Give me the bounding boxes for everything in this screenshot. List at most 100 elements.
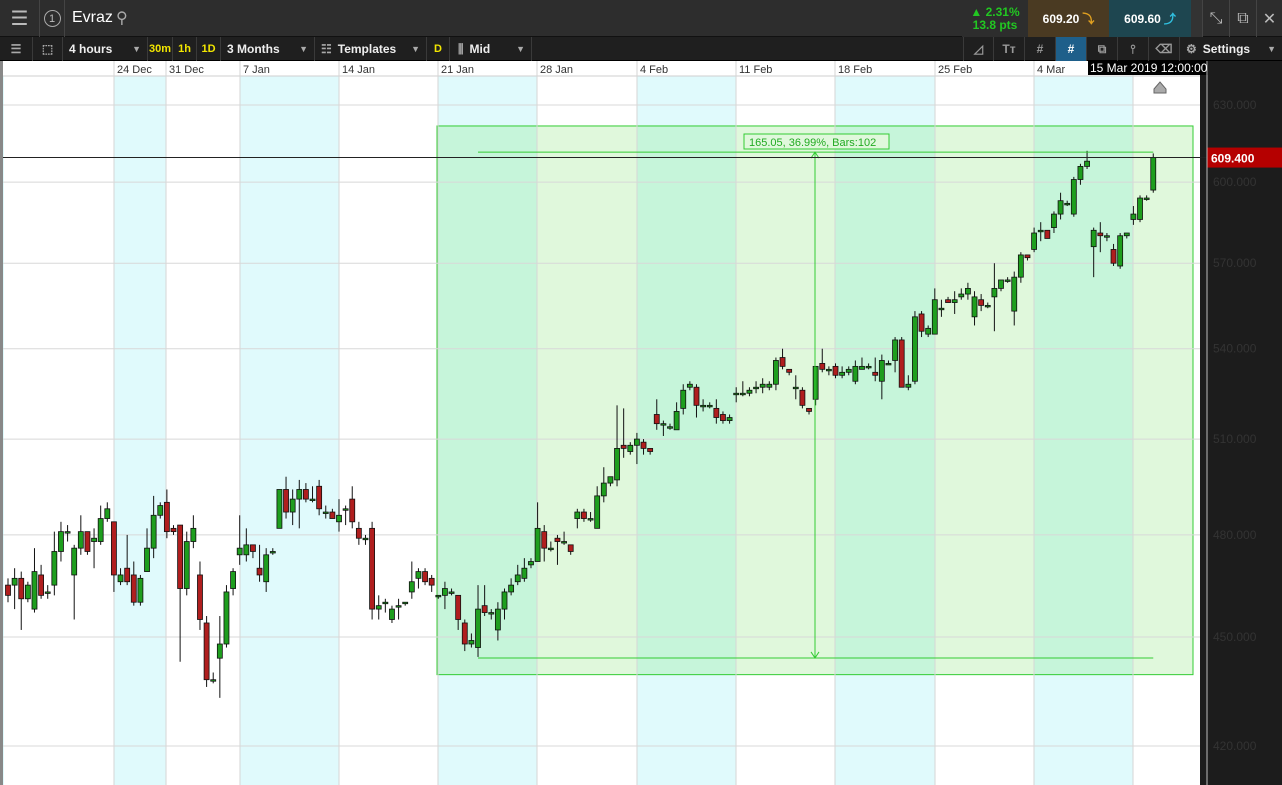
layout-number-button[interactable]: 1 bbox=[40, 0, 65, 37]
chevron-down-icon: ▼ bbox=[411, 44, 420, 54]
candle-down bbox=[779, 357, 786, 367]
buy-price: 609.60 bbox=[1124, 11, 1161, 26]
buy-price-button[interactable]: 609.60 ⤴ bbox=[1109, 0, 1191, 37]
y-tick-label: 510.000 bbox=[1213, 432, 1257, 446]
candle-down bbox=[355, 527, 362, 539]
candle-up bbox=[600, 482, 607, 497]
candle-down bbox=[329, 511, 336, 519]
price-type-dropdown[interactable]: ⫼ Mid ▼ bbox=[450, 37, 532, 61]
candle-up bbox=[71, 547, 78, 576]
templates-dropdown[interactable]: ☷ Templates ▼ bbox=[315, 37, 427, 61]
candle-up bbox=[885, 363, 892, 366]
candle-up bbox=[276, 489, 283, 529]
sell-price: 609.20 bbox=[1042, 11, 1080, 26]
range-dropdown[interactable]: 3 Months ▼ bbox=[221, 37, 315, 61]
candle-down bbox=[461, 622, 468, 645]
candle-up bbox=[514, 574, 521, 583]
candle-up bbox=[269, 551, 276, 554]
candle-up bbox=[905, 383, 912, 388]
date-header bbox=[0, 61, 1200, 76]
candle-down bbox=[898, 339, 905, 388]
layout-button[interactable]: ⬚ bbox=[33, 37, 63, 61]
arrow-up-icon: ⤴ bbox=[1163, 12, 1176, 26]
menu-button[interactable]: ☰ bbox=[0, 0, 40, 37]
list-button[interactable]: ☰ bbox=[0, 37, 33, 61]
candle-up bbox=[1084, 160, 1090, 167]
left-border bbox=[0, 61, 3, 785]
candle-up bbox=[508, 584, 515, 593]
candle-down bbox=[197, 574, 203, 620]
candle-up bbox=[792, 386, 799, 390]
candle-down bbox=[349, 498, 356, 523]
minimize-button[interactable]: ⤡ bbox=[1203, 0, 1230, 37]
indicator-button[interactable]: ⫯ bbox=[1118, 37, 1149, 61]
candle-up bbox=[607, 476, 614, 484]
candle-up bbox=[859, 365, 865, 370]
candle-down bbox=[428, 577, 435, 586]
windows-button[interactable]: ⧉ bbox=[1087, 37, 1118, 61]
candle-down bbox=[111, 521, 117, 576]
candle-up bbox=[1077, 166, 1084, 180]
candle-up bbox=[998, 279, 1004, 289]
hamburger-icon: ☰ bbox=[10, 8, 29, 30]
measurement-arrow-icon bbox=[810, 151, 820, 659]
candle-down bbox=[481, 605, 488, 613]
settings-dropdown[interactable]: ⚙ Settings ▼ bbox=[1180, 37, 1282, 61]
candle-up bbox=[746, 389, 753, 394]
x-tick-label: 21 Jan bbox=[441, 64, 474, 76]
interval-1d-button[interactable]: 1D bbox=[197, 37, 221, 61]
candle-down bbox=[455, 594, 462, 620]
candle-up bbox=[547, 547, 554, 551]
change-pct: ▲ 2.31% bbox=[970, 4, 1020, 19]
price-chart[interactable]: 630.000 600.000 570.000 540.000 510.000 480.0… bbox=[0, 61, 1282, 785]
candle-up bbox=[1137, 197, 1143, 220]
y-tick-label: 420.000 bbox=[1213, 739, 1257, 753]
last-price-label: 609.400 bbox=[1211, 152, 1255, 166]
interval-1h-button[interactable]: 1h bbox=[173, 37, 197, 61]
candle-down bbox=[170, 527, 177, 533]
gear-icon: ⚙ bbox=[1186, 42, 1197, 56]
candle-up bbox=[435, 594, 442, 598]
interval-30m-button[interactable]: 30m bbox=[148, 37, 173, 61]
candle-up bbox=[58, 531, 64, 552]
candle-up bbox=[223, 591, 230, 645]
interval-dropdown[interactable]: 4 hours ▼ bbox=[63, 37, 148, 61]
candle-up bbox=[759, 383, 766, 388]
candle-down bbox=[581, 511, 587, 519]
depth-bars-icon bbox=[1191, 0, 1203, 37]
crosshair-button[interactable]: # bbox=[1056, 37, 1087, 61]
draw-tool-button[interactable]: ◿ bbox=[963, 37, 994, 61]
popout-button[interactable]: ⧉ bbox=[1230, 0, 1257, 37]
search-icon[interactable]: ⚲ bbox=[116, 10, 128, 27]
close-button[interactable]: ✕ bbox=[1257, 0, 1282, 37]
candle-up bbox=[51, 551, 58, 586]
x-tick-label: 14 Jan bbox=[342, 64, 375, 76]
label-button[interactable]: ⌫ bbox=[1149, 37, 1180, 61]
candle-up bbox=[991, 287, 998, 298]
y-tick-label: 480.000 bbox=[1213, 528, 1257, 542]
candle-up bbox=[1031, 232, 1037, 250]
candle-up bbox=[925, 327, 932, 335]
range-value: 3 Months bbox=[227, 42, 280, 56]
candle-up bbox=[442, 588, 448, 596]
candle-down bbox=[84, 531, 91, 552]
candle-up bbox=[190, 527, 197, 542]
candle-up bbox=[44, 591, 51, 594]
candle-down bbox=[1110, 249, 1117, 264]
candle-down bbox=[124, 567, 131, 583]
candle-up bbox=[322, 511, 329, 514]
d-button[interactable]: D bbox=[427, 37, 450, 61]
candle-up bbox=[1004, 279, 1011, 282]
sell-price-button[interactable]: 609.20 ⤵ bbox=[1028, 0, 1109, 37]
instrument-name[interactable]: Evraz bbox=[72, 9, 113, 26]
templates-label: Templates bbox=[337, 42, 397, 56]
candle-up bbox=[1070, 179, 1077, 215]
candle-up bbox=[634, 438, 640, 446]
candle-up bbox=[739, 392, 746, 396]
grid-button[interactable]: # bbox=[1025, 37, 1056, 61]
text-tool-button[interactable]: Tт bbox=[994, 37, 1025, 61]
top-bar: ☰ 1 Evraz ⚲ ▲ 2.31% 13.8 pts 609.20 ⤵ 609… bbox=[0, 0, 1282, 37]
x-tick-label: 4 Mar bbox=[1037, 64, 1065, 76]
candle-up bbox=[938, 307, 945, 311]
candle-down bbox=[422, 571, 428, 583]
